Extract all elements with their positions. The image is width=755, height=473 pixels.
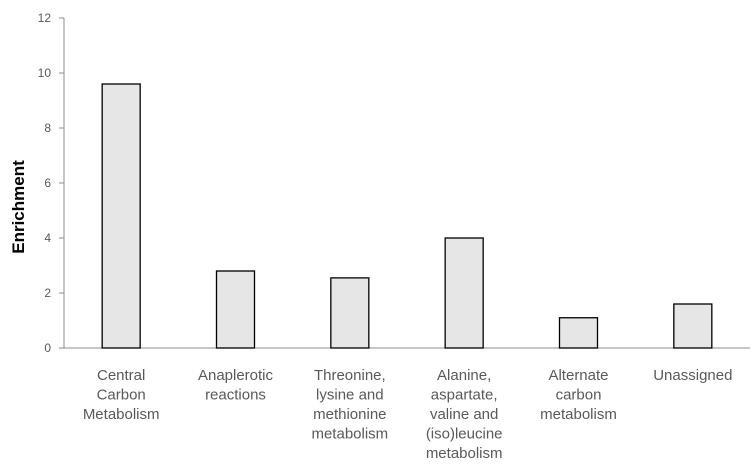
x-category-label-line: Central (97, 367, 145, 384)
x-category-label-line: metabolism (311, 426, 388, 443)
x-category-label-line: Carbon (97, 387, 146, 404)
x-category-label-line: reactions (205, 387, 266, 404)
x-category-label-line: aspartate, (431, 387, 498, 404)
y-tick-label: 12 (38, 11, 52, 25)
bar (330, 277, 370, 349)
x-category-label-line: methionine (313, 406, 386, 423)
x-category-label: Alternate carbon metabolism (540, 367, 617, 423)
x-category-label-line: Threonine, (314, 367, 386, 384)
x-category-label: Threonine, lysine and methionine metabolism (311, 367, 388, 443)
x-category-label: Alanine, aspartate, valine and (iso)leucine… (426, 367, 503, 462)
x-category-label-line: Unassigned (653, 367, 732, 384)
x-category-label: Central Carbon Metabolism (83, 367, 160, 423)
x-category-label-line: metabolism (540, 406, 617, 423)
bar (673, 303, 713, 349)
x-category-label-line: carbon (556, 387, 602, 404)
bars (101, 83, 713, 349)
x-category-label-line: metabolism (426, 445, 503, 462)
y-tick-label: 6 (44, 176, 51, 190)
x-category-label: Anaplerotic reactions (198, 367, 274, 404)
bar (101, 83, 141, 349)
x-category-label-line: Anaplerotic (198, 367, 274, 384)
y-axis-title: Enrichment (9, 160, 28, 254)
y-tick-label: 8 (44, 121, 51, 135)
x-category-label-line: Metabolism (83, 406, 160, 423)
x-category-label-line: valine and (430, 406, 498, 423)
y-tick-label: 2 (44, 286, 51, 300)
x-category-label-line: lysine and (316, 387, 384, 404)
y-tick-label: 0 (44, 341, 51, 355)
x-category-label: Unassigned (653, 367, 732, 384)
x-category-label-line: Alternate (548, 367, 608, 384)
bar (444, 237, 484, 349)
y-tick-label: 10 (38, 66, 52, 80)
bar (558, 317, 599, 349)
y-axis: 0 2 4 6 8 10 12 (38, 11, 65, 355)
y-tick-label: 4 (44, 231, 51, 245)
x-category-label-line: Alanine, (437, 367, 491, 384)
x-category-label-line: (iso)leucine (426, 426, 503, 443)
category-labels: Central Carbon Metabolism Anaplerotic reacti… (83, 367, 733, 462)
bar (215, 270, 256, 349)
